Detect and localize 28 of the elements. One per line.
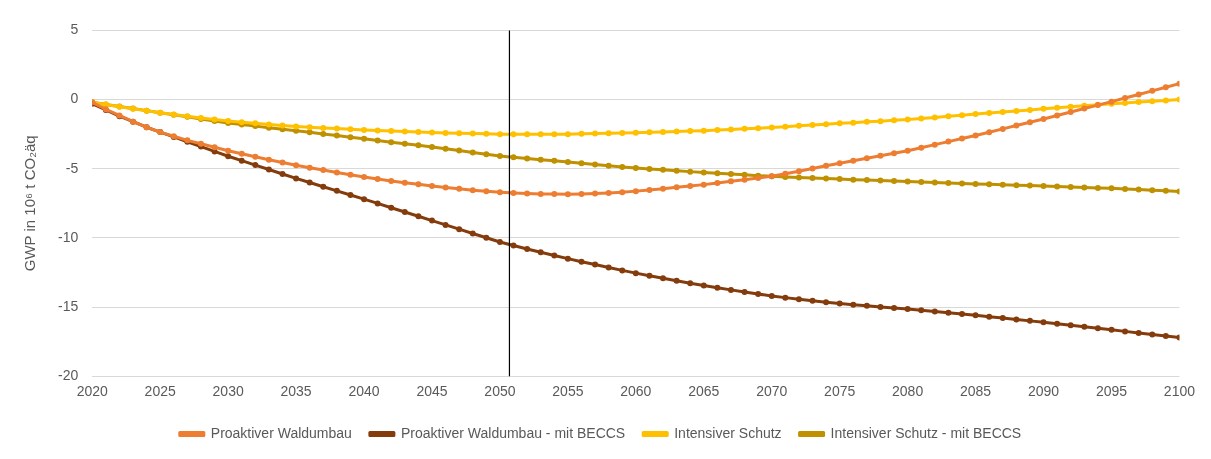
y-tick-label: 0 <box>70 90 79 107</box>
x-tick-label: 2065 <box>688 383 720 400</box>
x-tick-label: 2020 <box>76 383 109 400</box>
x-tick-label: 2090 <box>1027 383 1060 400</box>
x-tick-label: 2095 <box>1095 383 1128 400</box>
x-tick-label: 2025 <box>144 383 176 400</box>
x-tick-label: 2075 <box>824 383 856 400</box>
x-tick-label: 2050 <box>484 383 516 400</box>
x-tick-label: 2055 <box>552 383 584 400</box>
x-tick-label: 2030 <box>212 383 244 400</box>
x-tick-label: 2070 <box>756 383 788 400</box>
y-tick-label: -15 <box>58 297 79 314</box>
legend-label: Proaktiver Waldumbau - mit BECCS <box>400 424 626 441</box>
y-axis-title: GWP in 10⁶ t CO₂äq <box>21 135 39 272</box>
y-tick-label: -20 <box>58 367 79 384</box>
x-tick-label: 2085 <box>960 383 992 400</box>
y-tick-label: -10 <box>58 228 79 245</box>
legend-label: Proaktiver Waldumbau <box>210 424 352 441</box>
x-tick-label: 2060 <box>620 383 652 400</box>
x-tick-label: 2035 <box>280 383 312 400</box>
x-tick-label: 2045 <box>416 383 448 400</box>
y-tick-label: 5 <box>70 21 79 38</box>
legend-label: Intensiver Schutz <box>674 424 782 441</box>
y-tick-label: -5 <box>65 159 79 176</box>
x-tick-label: 2040 <box>348 383 380 400</box>
x-tick-label: 2080 <box>892 383 924 400</box>
legend-label: Intensiver Schutz - mit BECCS <box>830 424 1022 441</box>
x-tick-label: 2100 <box>1163 383 1196 400</box>
